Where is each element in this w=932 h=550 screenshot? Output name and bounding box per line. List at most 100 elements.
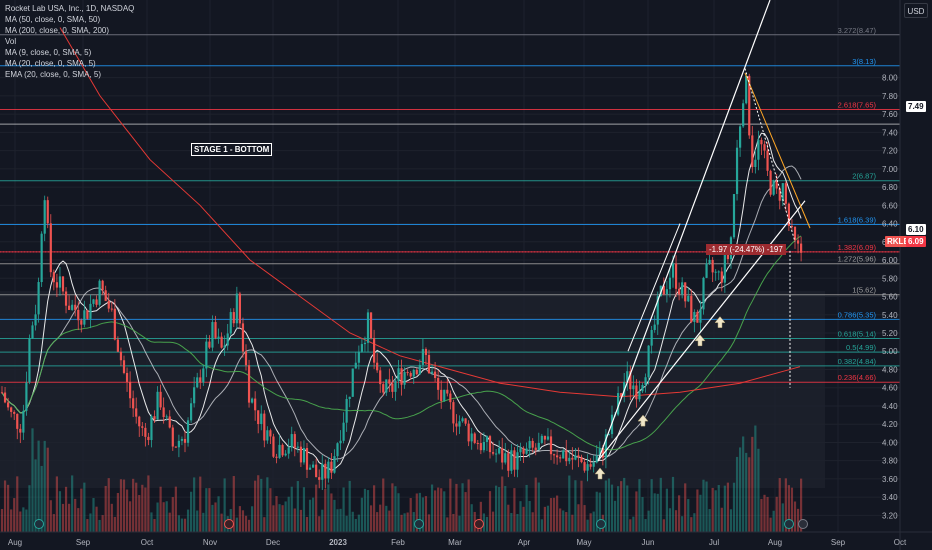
candle-body [299, 446, 302, 463]
candle-body [421, 349, 424, 365]
volume-bar [726, 482, 729, 532]
volume-bar [479, 501, 482, 532]
candle-body [135, 408, 138, 417]
earnings-icon[interactable] [596, 519, 606, 529]
candle-body [168, 416, 171, 428]
candle-body [467, 423, 470, 442]
candle-body [491, 452, 495, 454]
candle-body [556, 455, 559, 458]
candle-body [40, 233, 43, 283]
volume-bar [729, 509, 733, 532]
earnings-icon[interactable] [224, 519, 234, 529]
volume-bar [348, 480, 351, 532]
volume-bar [400, 514, 403, 532]
candle-body [373, 338, 376, 363]
candle-body [74, 304, 77, 310]
candle-body [177, 440, 180, 448]
candle-body [348, 396, 351, 400]
candle-body [793, 226, 797, 241]
volume-bar [315, 484, 318, 532]
volume-bar [684, 483, 687, 532]
candle-body [562, 450, 565, 459]
candle-body [702, 277, 705, 310]
candle-body [186, 420, 190, 443]
volume-bar [409, 498, 412, 532]
flash-icon[interactable] [798, 519, 808, 529]
candle-body [400, 368, 403, 385]
volume-bar [613, 500, 617, 532]
x-tick-label: Jul [709, 538, 719, 547]
candle-body [217, 336, 220, 338]
candle-body [220, 336, 223, 348]
fib-label: 3.272(8.47) [838, 26, 877, 35]
candle-body [787, 203, 790, 226]
legend-ema20[interactable]: EMA (20, close, 0, SMA, 5) [5, 70, 102, 79]
y-tick-label: 4.20 [882, 420, 898, 429]
volume-bar [485, 516, 489, 532]
volume-bar [95, 506, 98, 532]
legend-vol[interactable]: Vol [5, 37, 17, 46]
volume-bar [211, 504, 214, 532]
volume-bar [290, 486, 293, 532]
earnings-icon[interactable] [784, 519, 794, 529]
candle-body [52, 272, 55, 283]
legend-ma200[interactable]: MA (200, close, 0, SMA, 200) [5, 26, 110, 35]
legend-ma9[interactable]: MA (9, close, 0, SMA, 5) [5, 48, 92, 57]
candle-body [98, 280, 101, 305]
volume-bar [388, 510, 391, 532]
fib-label: 3(8.13) [852, 57, 876, 66]
candle-body [272, 436, 275, 457]
volume-bar [321, 509, 324, 532]
volume-bar [498, 487, 501, 532]
x-tick-label: Dec [266, 538, 280, 547]
volume-bar [531, 512, 534, 532]
candle-body [620, 393, 623, 396]
candle-body [110, 308, 113, 310]
volume-bar [104, 485, 107, 532]
candle-body [537, 442, 540, 451]
up-arrow-icon [637, 414, 649, 427]
volume-bar [650, 479, 653, 532]
volume-bar [763, 494, 766, 532]
candle-body [287, 447, 290, 454]
candle-body [653, 324, 656, 330]
earnings-icon[interactable] [474, 519, 484, 529]
earnings-icon[interactable] [414, 519, 424, 529]
candle-body [589, 464, 592, 467]
candle-body [89, 303, 92, 319]
volume-bar [513, 488, 516, 532]
volume-bar [778, 478, 781, 532]
volume-bar [769, 517, 772, 532]
earnings-icon[interactable] [34, 519, 44, 529]
volume-bar [177, 515, 180, 532]
volume-bar [421, 497, 424, 532]
volume-bar [379, 504, 382, 532]
candle-body [632, 385, 635, 390]
candle-body [687, 295, 690, 302]
volume-bar [443, 491, 446, 532]
candle-body [540, 435, 543, 443]
volume-bar [735, 456, 739, 532]
volume-bar [681, 516, 684, 532]
candle-body [19, 428, 22, 433]
volume-bar [110, 503, 113, 532]
candle-body [726, 254, 729, 260]
volume-bar [403, 513, 406, 532]
y-tick-label: 4.80 [882, 365, 898, 374]
candle-body [180, 438, 184, 441]
legend-ma20[interactable]: MA (20, close, 0, SMA, 5) [5, 59, 96, 68]
fib-label: 0.5(4.99) [846, 343, 877, 352]
candle-body [174, 446, 177, 448]
fib-label: 2.618(7.65) [838, 101, 877, 110]
candle-body [796, 240, 800, 244]
volume-bar [171, 497, 174, 532]
legend-ma50[interactable]: MA (50, close, 0, SMA, 50) [5, 15, 101, 24]
candle-body [607, 434, 611, 436]
indicator-legend: Rocket Lab USA, Inc., 1D, NASDAQ MA (50,… [5, 3, 134, 80]
candle-body [58, 276, 62, 288]
fib-label: 2(6.87) [852, 172, 876, 181]
candle-body [278, 444, 281, 458]
fib-label: 1.272(5.96) [838, 255, 877, 264]
currency-button[interactable]: USD [904, 3, 928, 18]
